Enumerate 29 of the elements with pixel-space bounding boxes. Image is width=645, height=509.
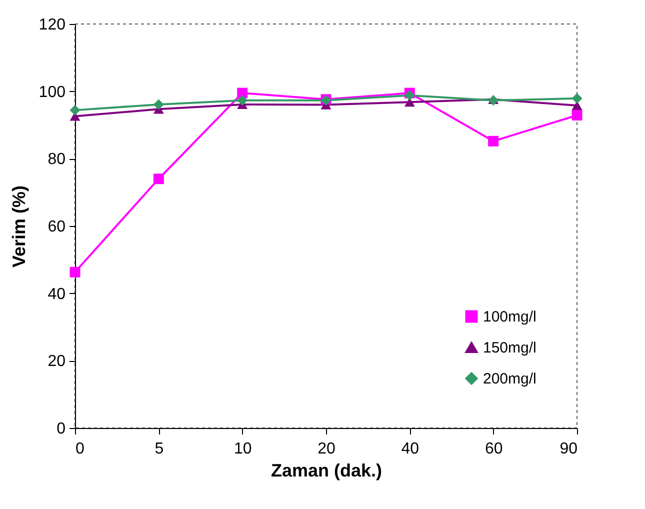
- y-tick-label: 80: [48, 151, 66, 168]
- x-tick-label: 90: [560, 440, 578, 458]
- point: [404, 90, 415, 101]
- y-tick-label: 40: [48, 286, 66, 303]
- point: [70, 104, 80, 116]
- point: [572, 110, 582, 120]
- x-tick-label: 5: [154, 440, 164, 458]
- x-axis-title: Zaman (dak.): [270, 460, 382, 480]
- legend-label: 200mg/l: [483, 370, 536, 388]
- legend-label: 150mg/l: [483, 340, 536, 356]
- legend-label: 100mg/l: [483, 308, 536, 326]
- y-tick-label: 60: [48, 218, 66, 236]
- point: [488, 136, 499, 146]
- x-tick-label: 60: [484, 440, 503, 458]
- y-tick-label: 0: [56, 420, 66, 438]
- point: [153, 99, 164, 110]
- x-tick-label: 0: [76, 440, 84, 458]
- y-tick-label: 100: [38, 84, 66, 101]
- point: [153, 174, 164, 184]
- x-tick-label: 40: [401, 440, 420, 458]
- y-axis-title: Verim (%): [8, 185, 29, 268]
- x-tick-label: 10: [234, 440, 252, 458]
- y-tick-label: 120: [38, 16, 66, 34]
- point: [572, 93, 582, 104]
- point: [237, 95, 248, 106]
- x-tick-label: 20: [318, 440, 336, 458]
- point: [70, 266, 80, 278]
- y-tick-label: 20: [48, 353, 66, 370]
- point: [237, 88, 248, 98]
